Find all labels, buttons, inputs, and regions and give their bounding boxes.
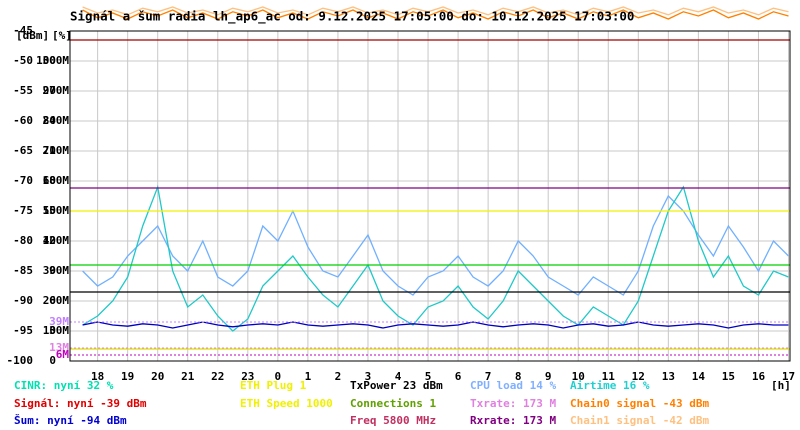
legend-entry: ETH Plug 1 [240,379,307,392]
x-unit: [h] [771,379,791,392]
series-line [82,321,789,329]
legend-entry: Rxrate: 173 M [470,414,556,427]
x-tick-label: 15 [722,370,735,383]
y-tick-label: -90 [13,294,33,307]
y-tick-label: -45 [13,24,33,37]
legend-entry: Freq 5800 MHz [350,414,436,427]
y3-tick-label: 30M [49,324,69,337]
series-line [82,184,789,332]
legend-entry: Connections 1 [350,397,436,410]
x-tick-label: 23 [241,370,254,383]
legend-entry: Chain1 signal -42 dBm [570,414,709,427]
y2-tick-label: 0 [49,354,56,367]
chart-title: Signál a šum radia lh_ap6_ac od: 9.12.20… [70,9,634,25]
legend-entry: Signál: nyní -39 dBm [14,397,147,410]
y2-tick-label: 80 [43,114,56,127]
marker-label: 13M [49,341,69,354]
legend-entry: Chain0 signal -43 dBm [570,397,709,410]
y3-tick-label: 300M [43,54,70,67]
x-tick-label: 12 [632,370,645,383]
y-tick-label: -50 [13,54,33,67]
y3-tick-label: 90M [49,264,69,277]
y2-tick-label: 30 [43,264,56,277]
y3-tick-label: 60M [49,294,69,307]
y2-tick-label: 100 [36,54,56,67]
legend-entry: TxPower 23 dBm [350,379,443,392]
y-tick-label: -80 [13,234,33,247]
y3-tick-label: 120M [43,234,70,247]
y2-tick-label: 20 [43,294,56,307]
y2-tick-label: 10 [43,324,56,337]
legend-entry: CPU load 14 % [470,379,556,392]
x-tick-label: 2 [335,370,342,383]
y-tick-label: -100 [7,354,34,367]
x-tick-label: 16 [752,370,766,383]
legend-entry: Txrate: 173 M [470,397,556,410]
x-tick-label: 13 [662,370,675,383]
y-tick-label: -85 [13,264,33,277]
y-tick-label: -60 [13,114,33,127]
legend-entry: Šum: nyní -94 dBm [14,414,127,427]
x-tick-label: 0 [275,370,282,383]
y3-tick-label: 150M [43,204,70,217]
y3-tick-label: 180M [43,174,70,187]
x-tick-label: 10 [572,370,585,383]
legend-entry: ETH Speed 1000 [240,397,333,410]
plot-frame [69,30,791,362]
y-tick-label: -75 [13,204,33,217]
marker-label: 39M [49,315,69,328]
y2-tick-label: 90 [43,84,56,97]
x-tick-label: 1 [305,370,312,383]
x-tick-label: 4 [395,370,402,383]
y2-tick-label: 40 [43,234,56,247]
x-tick-label: 19 [121,370,134,383]
y-tick-label: -65 [13,144,33,157]
x-tick-label: 20 [151,370,164,383]
y2-tick-label: 50 [43,204,56,217]
y-tick-label: -95 [13,324,33,337]
axis-header: [%] [52,29,72,42]
x-tick-label: 5 [425,370,432,383]
x-tick-label: 7 [485,370,492,383]
axis-header: [dBm] [16,29,49,42]
x-tick-label: 22 [211,370,224,383]
series-line [82,9,789,20]
y2-tick-label: 70 [43,144,56,157]
x-tick-label: 21 [181,370,195,383]
legend-entry: Airtime 16 % [570,379,650,392]
series-line [82,194,789,296]
y-tick-label: -55 [13,84,33,97]
x-tick-label: 17 [782,370,795,383]
y-tick-label: -70 [13,174,33,187]
y3-tick-label: 240M [43,114,70,127]
x-tick-label: 8 [515,370,522,383]
series-line [82,6,789,16]
y3-tick-label: 270M [43,84,70,97]
y2-tick-label: 60 [43,174,56,187]
x-tick-label: 18 [91,370,104,383]
x-tick-label: 11 [602,370,616,383]
x-tick-label: 9 [545,370,552,383]
x-tick-label: 14 [692,370,706,383]
y3-tick-label: 210M [43,144,70,157]
x-tick-label: 3 [365,370,372,383]
x-tick-label: 6 [455,370,462,383]
marker-label: 6M [56,348,70,361]
legend-entry: CINR: nyní 32 % [14,379,114,392]
